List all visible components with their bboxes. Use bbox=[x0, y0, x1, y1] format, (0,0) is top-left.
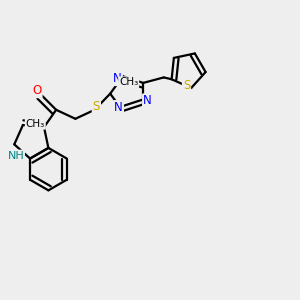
Text: N: N bbox=[113, 72, 122, 85]
Text: S: S bbox=[93, 100, 100, 113]
Text: O: O bbox=[32, 84, 42, 97]
Text: CH₃: CH₃ bbox=[26, 119, 45, 129]
Text: S: S bbox=[183, 79, 190, 92]
Text: NH: NH bbox=[8, 151, 24, 160]
Text: CH₃: CH₃ bbox=[119, 77, 138, 87]
Text: N: N bbox=[143, 94, 152, 107]
Text: N: N bbox=[114, 101, 123, 114]
